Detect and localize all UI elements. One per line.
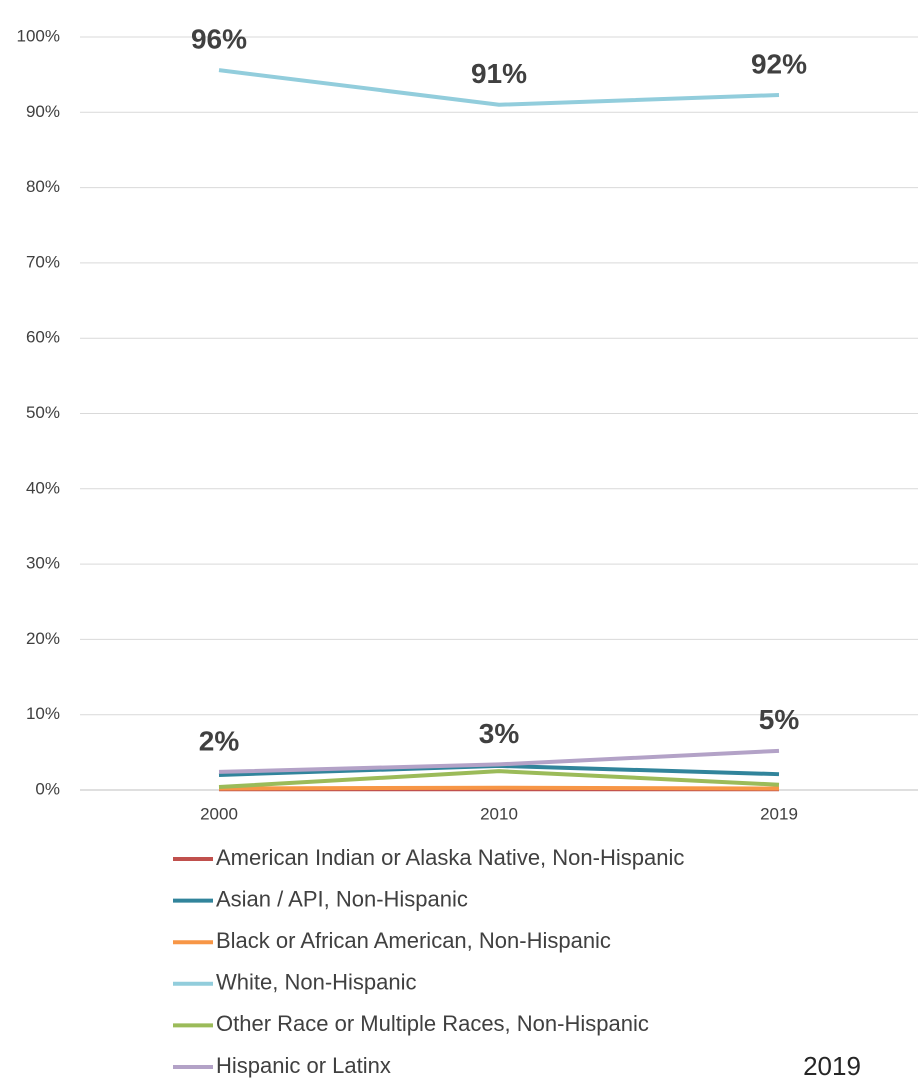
legend-label: American Indian or Alaska Native, Non-Hi…: [216, 845, 684, 870]
x-tick-label: 2019: [760, 804, 798, 823]
y-tick-label: 0%: [35, 779, 60, 798]
y-tick-label: 30%: [26, 554, 60, 573]
series-line: [218, 68, 780, 107]
legend-label: White, Non-Hispanic: [216, 970, 417, 995]
x-tick-label: 2000: [200, 804, 238, 823]
data-label: 5%: [759, 704, 800, 735]
data-label: 96%: [191, 24, 247, 55]
y-tick-label: 80%: [26, 177, 60, 196]
data-label: 91%: [471, 58, 527, 89]
y-tick-label: 90%: [26, 102, 60, 121]
y-tick-label: 40%: [26, 478, 60, 497]
series-line: [218, 769, 780, 789]
legend-label: Other Race or Multiple Races, Non-Hispan…: [216, 1011, 649, 1036]
data-label: 2%: [199, 725, 240, 756]
y-tick-label: 70%: [26, 252, 60, 271]
y-tick-label: 100%: [17, 26, 60, 45]
annotation: 2019: [803, 1051, 861, 1081]
x-tick-label: 2010: [480, 804, 518, 823]
y-tick-label: 20%: [26, 629, 60, 648]
series-line: [218, 785, 780, 791]
legend-label: Asian / API, Non-Hispanic: [216, 886, 468, 911]
data-label: 3%: [479, 718, 520, 749]
y-tick-label: 50%: [26, 403, 60, 422]
y-tick-label: 10%: [26, 704, 60, 723]
y-tick-label: 60%: [26, 328, 60, 347]
legend-label: Black or African American, Non-Hispanic: [216, 928, 611, 953]
series-line: [218, 748, 780, 774]
legend-label: Hispanic or Latinx: [216, 1053, 391, 1078]
data-label: 92%: [751, 48, 807, 79]
